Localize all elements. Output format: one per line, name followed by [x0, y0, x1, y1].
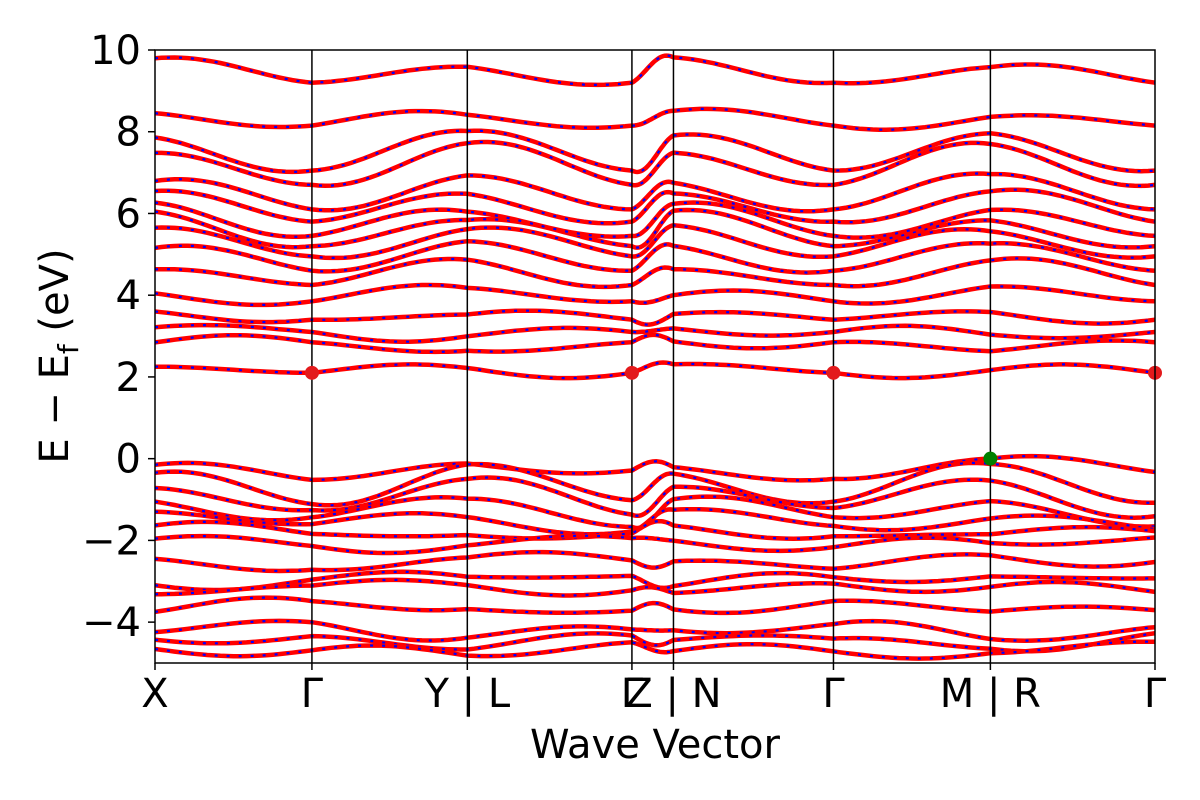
y-tick-label: 6 — [116, 191, 141, 237]
y-tick-label: 8 — [116, 110, 141, 156]
band-line-spin-a — [155, 128, 1155, 175]
band-line-spin-b — [155, 172, 1155, 213]
band-line-spin-b — [155, 129, 1155, 174]
band-line-spin-a — [155, 533, 1155, 556]
band-line-spin-a — [155, 475, 1155, 520]
band-line-spin-b — [155, 495, 1155, 530]
y-tick-label: 2 — [116, 355, 141, 401]
band-line-spin-b — [155, 107, 1155, 131]
y-tick-label: −4 — [82, 600, 141, 646]
y-tick-label: 0 — [116, 437, 141, 483]
band-line-spin-a — [155, 577, 1155, 598]
vbm-marker — [983, 451, 998, 466]
band-line-spin-a — [155, 518, 1155, 541]
x-tick-label: Γ — [301, 671, 324, 717]
x-tick-label: M | R — [940, 671, 1041, 717]
y-axis: 10 8 6 4 2 0 −2 −4 — [82, 28, 155, 646]
band-line-spin-a — [155, 256, 1155, 290]
plot-frame — [154, 49, 1156, 664]
band-line-spin-a — [155, 630, 1155, 654]
band-line-spin-a — [155, 453, 1155, 483]
band-line-spin-a — [155, 200, 1155, 240]
band-line-spin-a — [155, 238, 1155, 275]
cbm-marker — [624, 365, 639, 380]
band-line-spin-b — [155, 508, 1155, 536]
high-symmetry-lines — [311, 50, 992, 663]
x-tick-label: Z | N — [625, 671, 721, 717]
x-tick-label: X — [141, 671, 168, 717]
band-line-spin-a — [155, 207, 1155, 250]
band-line-spin-a — [155, 282, 1155, 308]
band-line-spin-a — [155, 595, 1155, 616]
x-tick-label: Γ — [822, 671, 845, 717]
y-tick-label: 10 — [90, 28, 141, 74]
band-line-spin-a — [155, 171, 1155, 214]
x-tick-label: Γ — [1144, 671, 1167, 717]
cbm-marker — [304, 365, 319, 380]
x-tick-label: Y | L — [423, 671, 510, 717]
band-line-spin-a — [155, 223, 1155, 261]
band-line-spin-a — [155, 618, 1155, 643]
band-line-spin-b — [155, 54, 1155, 87]
y-tick-label: 4 — [116, 273, 141, 319]
band-line-spin-a — [155, 308, 1155, 327]
band-line-spin-a — [155, 360, 1155, 381]
band-line-spin-a — [155, 106, 1155, 132]
band-line-spin-a — [155, 53, 1155, 88]
band-lines — [155, 53, 1155, 661]
y-axis-title-main: E − E — [32, 354, 78, 464]
band-line-spin-b — [155, 188, 1155, 225]
band-line-spin-a — [155, 332, 1155, 355]
band-line-spin-a — [155, 460, 1155, 508]
band-line-spin-a — [155, 322, 1155, 344]
band-edge-markers — [304, 365, 1162, 466]
band-line-spin-a — [155, 139, 1155, 189]
cbm-marker — [826, 365, 841, 380]
band-line-spin-a — [155, 639, 1155, 661]
y-axis-title: E − Ef (eV) — [32, 248, 85, 463]
band-line-spin-b — [155, 454, 1155, 482]
x-axis-title: Wave Vector — [530, 722, 781, 768]
band-line-spin-a — [155, 549, 1155, 574]
y-axis-title-subscript: f — [52, 343, 85, 354]
x-tick-label: Γ — [621, 671, 644, 717]
y-tick-label: −2 — [82, 518, 141, 564]
y-axis-title-unit: (eV) — [32, 248, 78, 344]
